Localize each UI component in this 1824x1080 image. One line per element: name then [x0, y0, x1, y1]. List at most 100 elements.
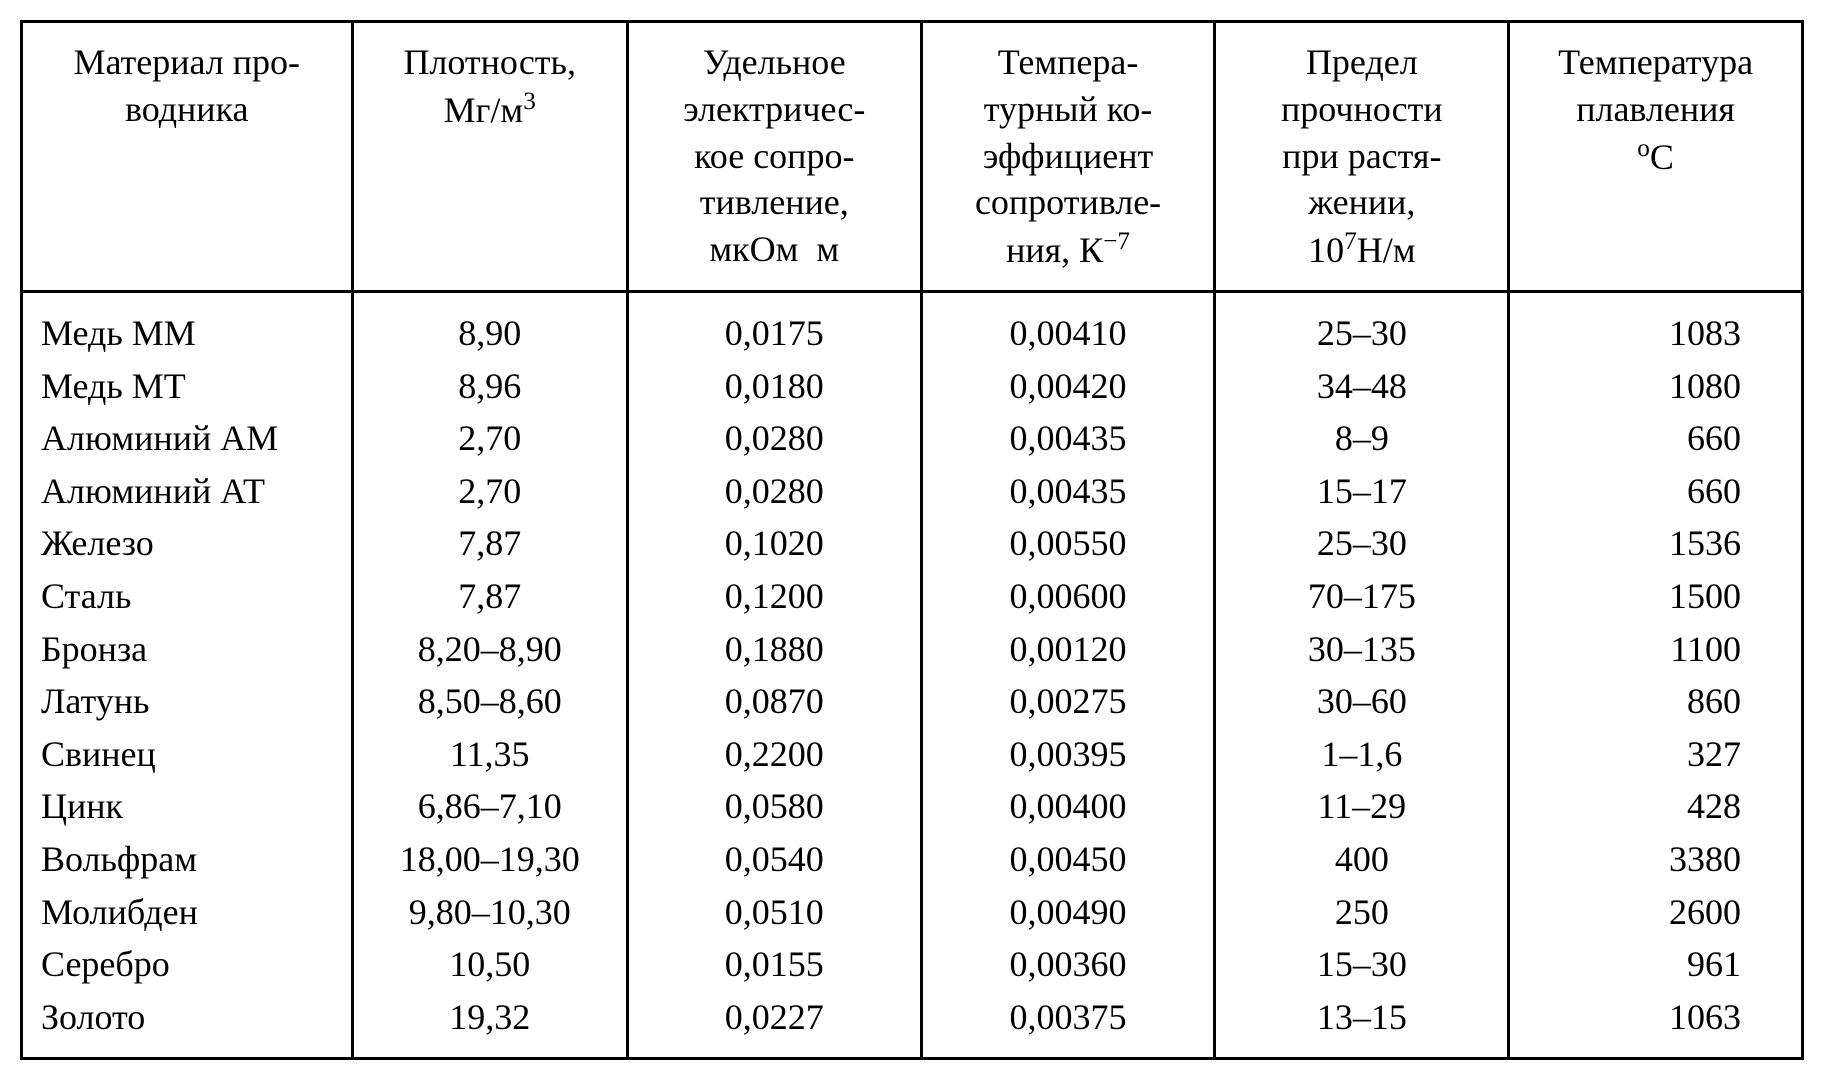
data-table: Материал про-водника Плотность, Мг/м3 Уд…: [20, 20, 1804, 1060]
cell-density: 2,70: [352, 465, 627, 518]
cell-resistivity: 0,1200: [627, 570, 921, 623]
header-melting-sup: о: [1637, 135, 1650, 162]
cell-tempcoef: 0,00400: [921, 780, 1215, 833]
cell-material: Медь ММ: [22, 291, 353, 359]
header-tempcoef-l2: турный ко-: [984, 89, 1153, 129]
header-resistivity-l2: электричес-: [683, 89, 865, 129]
cell-strength: 70–175: [1215, 570, 1509, 623]
table-row: Золото19,320,02270,0037513–151063: [22, 991, 1803, 1059]
header-strength-sup: 7: [1344, 228, 1357, 255]
cell-strength: 34–48: [1215, 360, 1509, 413]
cell-density: 7,87: [352, 517, 627, 570]
header-resistivity-l3: кое сопро-: [694, 136, 854, 176]
cell-strength: 13–15: [1215, 991, 1509, 1059]
header-melting-l1: Температура: [1558, 42, 1753, 82]
cell-density: 10,50: [352, 938, 627, 991]
cell-material: Алюминий АТ: [22, 465, 353, 518]
cell-material: Молибден: [22, 886, 353, 939]
header-tempcoef-sup: −7: [1103, 228, 1130, 255]
table-row: Алюминий АМ2,700,02800,004358–9660: [22, 412, 1803, 465]
cell-tempcoef: 0,00360: [921, 938, 1215, 991]
cell-resistivity: 0,0175: [627, 291, 921, 359]
cell-material: Серебро: [22, 938, 353, 991]
cell-density: 8,90: [352, 291, 627, 359]
cell-tempcoef: 0,00600: [921, 570, 1215, 623]
header-melting-l3: С: [1650, 137, 1674, 177]
header-resistivity-l5: мкОм м: [709, 229, 839, 269]
header-material-text: Материал про-водника: [73, 42, 300, 129]
cell-tempcoef: 0,00435: [921, 465, 1215, 518]
cell-strength: 15–17: [1215, 465, 1509, 518]
table-header: Материал про-водника Плотность, Мг/м3 Уд…: [22, 22, 1803, 292]
header-strength-l3: при растя-: [1282, 136, 1441, 176]
cell-tempcoef: 0,00490: [921, 886, 1215, 939]
cell-density: 7,87: [352, 570, 627, 623]
cell-resistivity: 0,1880: [627, 623, 921, 676]
header-tempcoef-l1: Темпера-: [998, 42, 1139, 82]
header-density-l1: Плотность,: [403, 42, 576, 82]
cell-tempcoef: 0,00420: [921, 360, 1215, 413]
cell-material: Медь МТ: [22, 360, 353, 413]
header-density-sup: 3: [523, 88, 536, 115]
header-tempcoef-l4: сопротивле-: [975, 182, 1161, 222]
cell-density: 8,20–8,90: [352, 623, 627, 676]
cell-resistivity: 0,0870: [627, 675, 921, 728]
cell-resistivity: 0,0580: [627, 780, 921, 833]
cell-melting: 1536: [1509, 517, 1803, 570]
cell-density: 9,80–10,30: [352, 886, 627, 939]
cell-melting: 660: [1509, 412, 1803, 465]
cell-melting: 3380: [1509, 833, 1803, 886]
cell-tempcoef: 0,00395: [921, 728, 1215, 781]
header-resistivity-l4: тивление,: [700, 182, 849, 222]
cell-density: 11,35: [352, 728, 627, 781]
cell-melting: 1083: [1509, 291, 1803, 359]
header-material: Материал про-водника: [22, 22, 353, 292]
header-melting: Температура плавления оС: [1509, 22, 1803, 292]
table-row: Железо7,870,10200,0055025–301536: [22, 517, 1803, 570]
cell-strength: 8–9: [1215, 412, 1509, 465]
header-melting-l2: плавления: [1576, 89, 1735, 129]
cell-resistivity: 0,0227: [627, 991, 921, 1059]
cell-strength: 30–60: [1215, 675, 1509, 728]
header-strength-l5b: Н/м: [1357, 230, 1416, 270]
table-row: Вольфрам18,00–19,300,05400,004504003380: [22, 833, 1803, 886]
table-row: Молибден9,80–10,300,05100,004902502600: [22, 886, 1803, 939]
table-row: Латунь8,50–8,600,08700,0027530–60860: [22, 675, 1803, 728]
table-row: Алюминий АТ2,700,02800,0043515–17660: [22, 465, 1803, 518]
header-resistivity: Удельное электричес- кое сопро- тивление…: [627, 22, 921, 292]
materials-properties-table: Материал про-водника Плотность, Мг/м3 Уд…: [20, 20, 1804, 1060]
header-density-l2: Мг/м: [444, 90, 524, 130]
cell-melting: 660: [1509, 465, 1803, 518]
cell-melting: 1500: [1509, 570, 1803, 623]
table-row: Свинец11,350,22000,003951–1,6327: [22, 728, 1803, 781]
cell-melting: 1063: [1509, 991, 1803, 1059]
cell-melting: 961: [1509, 938, 1803, 991]
cell-material: Железо: [22, 517, 353, 570]
cell-density: 8,50–8,60: [352, 675, 627, 728]
cell-strength: 11–29: [1215, 780, 1509, 833]
cell-tempcoef: 0,00410: [921, 291, 1215, 359]
header-strength-l4: жении,: [1308, 182, 1415, 222]
cell-strength: 400: [1215, 833, 1509, 886]
cell-material: Свинец: [22, 728, 353, 781]
header-resistivity-l1: Удельное: [703, 42, 846, 82]
cell-density: 19,32: [352, 991, 627, 1059]
cell-density: 2,70: [352, 412, 627, 465]
cell-strength: 25–30: [1215, 291, 1509, 359]
cell-tempcoef: 0,00435: [921, 412, 1215, 465]
cell-resistivity: 0,0540: [627, 833, 921, 886]
cell-tempcoef: 0,00275: [921, 675, 1215, 728]
cell-material: Вольфрам: [22, 833, 353, 886]
table-row: Медь ММ8,900,01750,0041025–301083: [22, 291, 1803, 359]
cell-material: Алюминий АМ: [22, 412, 353, 465]
header-row: Материал про-водника Плотность, Мг/м3 Уд…: [22, 22, 1803, 292]
cell-density: 8,96: [352, 360, 627, 413]
header-tempcoef: Темпера- турный ко- эффициент сопротивле…: [921, 22, 1215, 292]
header-tempcoef-l5a: ния, К: [1006, 230, 1103, 270]
cell-material: Золото: [22, 991, 353, 1059]
table-row: Цинк6,86–7,100,05800,0040011–29428: [22, 780, 1803, 833]
cell-resistivity: 0,0180: [627, 360, 921, 413]
cell-melting: 327: [1509, 728, 1803, 781]
cell-strength: 30–135: [1215, 623, 1509, 676]
cell-material: Латунь: [22, 675, 353, 728]
